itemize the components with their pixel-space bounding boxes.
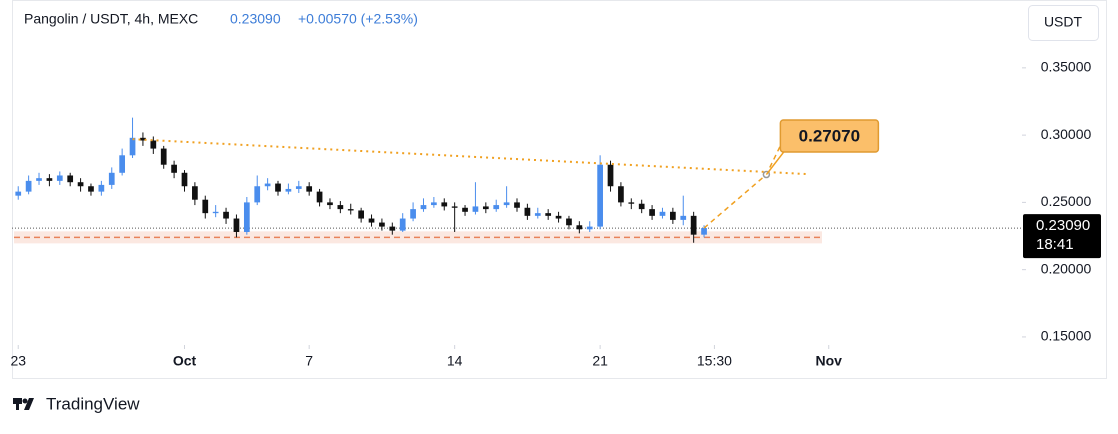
candle-body	[337, 205, 344, 210]
candle-body	[119, 155, 126, 173]
candle-body	[649, 209, 655, 216]
candle-body	[264, 183, 271, 187]
candle-body	[316, 191, 323, 203]
candle-body	[368, 218, 375, 223]
candle-body	[254, 186, 261, 203]
candle-body	[462, 207, 468, 212]
candle-body	[524, 207, 531, 216]
x-tick-label: 14	[447, 353, 463, 369]
y-tick-label: 0.30000	[1041, 126, 1092, 142]
candle-body	[181, 172, 188, 187]
change: +0.00570 (+2.53%)	[298, 11, 418, 27]
candle-body	[410, 209, 416, 219]
candle-body	[347, 209, 354, 211]
candle-body	[576, 225, 583, 230]
candle-body	[534, 213, 541, 216]
candle-body	[493, 205, 500, 210]
candle-body	[628, 202, 635, 204]
candle-body	[212, 211, 219, 214]
candle-body	[566, 218, 572, 226]
y-tick-label: 0.20000	[1041, 260, 1092, 276]
x-tick-label: Nov	[816, 353, 843, 369]
candle-body	[327, 202, 333, 206]
candle-body	[701, 228, 707, 235]
candle-body	[607, 164, 614, 187]
candle-body	[88, 186, 94, 192]
y-tick-label: 0.15000	[1041, 328, 1092, 344]
candle-body	[472, 206, 479, 212]
candle-body	[638, 203, 645, 210]
candle-body	[659, 211, 666, 216]
candle-body	[192, 186, 198, 200]
currency-button[interactable]	[1028, 5, 1099, 41]
x-tick-label: 23	[10, 353, 26, 369]
frame	[12, 0, 1107, 379]
callout-label: 0.27070	[799, 126, 860, 145]
candle-body	[295, 186, 302, 189]
candle-body	[597, 164, 603, 227]
candle-body	[690, 215, 697, 235]
candle-body	[108, 172, 115, 185]
last-price-label: 0.23090	[1036, 217, 1090, 234]
candle-body	[171, 164, 177, 173]
candle-body	[285, 188, 292, 192]
candle-body	[680, 215, 687, 220]
candle-body	[358, 210, 364, 219]
callout-pointer	[765, 148, 787, 175]
candle-body	[431, 202, 437, 206]
candle-body	[399, 218, 406, 231]
candle-body	[379, 222, 385, 227]
candle-body	[77, 182, 84, 187]
candle-body	[586, 226, 593, 230]
candle-body	[223, 211, 229, 219]
candle-body	[482, 206, 489, 210]
candle-body	[56, 175, 63, 181]
candle-body	[545, 213, 552, 216]
candle-body	[67, 175, 74, 183]
candle-body	[233, 218, 240, 232]
candle-body	[160, 148, 167, 165]
candle-body	[46, 178, 53, 181]
candle-body	[503, 202, 510, 206]
y-tick-label: 0.25000	[1041, 193, 1092, 209]
candle-body	[670, 211, 676, 220]
y-tick-label: 0.35000	[1041, 59, 1092, 75]
x-tick-label: 15:30	[697, 353, 732, 369]
candle-body	[150, 140, 157, 149]
x-tick-label: 7	[305, 353, 313, 369]
candle-body	[618, 186, 624, 203]
x-tick-label: Oct	[173, 353, 197, 369]
candle-body	[129, 137, 136, 156]
candle-body	[451, 206, 458, 208]
x-tick-label: 21	[592, 353, 608, 369]
brand: TradingView	[46, 394, 140, 413]
candle-body	[15, 191, 22, 196]
currency-label[interactable]: USDT	[1044, 14, 1083, 30]
candle-body	[420, 205, 427, 210]
symbol: Pangolin / USDT, 4h, MEXC	[24, 11, 198, 27]
candle-body	[555, 215, 562, 219]
candle-body	[98, 184, 105, 192]
candle-body	[25, 180, 32, 192]
candle-body	[36, 178, 42, 181]
price: 0.23090	[230, 11, 281, 27]
candle-body	[202, 199, 209, 214]
callout-box	[779, 119, 880, 153]
logo	[13, 398, 34, 410]
candle-body	[306, 186, 313, 192]
candle-body	[275, 183, 281, 192]
last-price-box	[1023, 214, 1101, 259]
candle-body	[441, 202, 448, 207]
candle-body	[140, 137, 146, 141]
countdown: 18:41	[1036, 236, 1074, 253]
candle-body	[514, 202, 520, 208]
candle-body	[389, 226, 396, 231]
candle-body	[243, 202, 250, 232]
